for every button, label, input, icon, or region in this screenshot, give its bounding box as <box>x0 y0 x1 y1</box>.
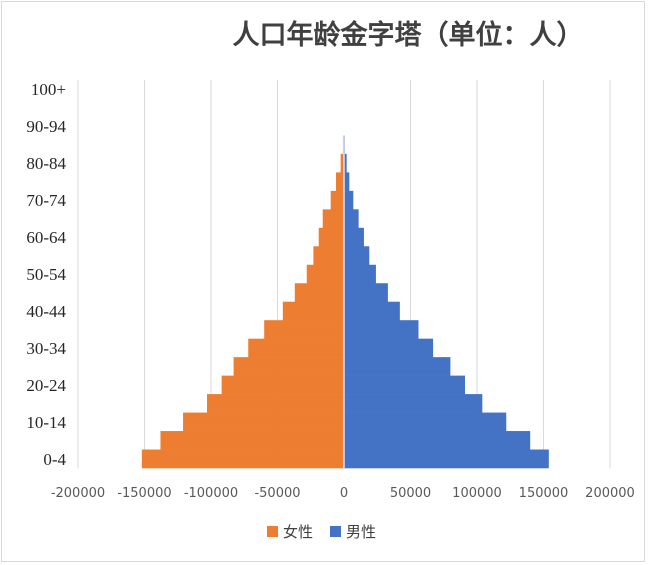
legend-swatch-female <box>267 526 278 537</box>
legend-label-male: 男性 <box>346 523 376 541</box>
bar-female-30-34 <box>248 338 344 358</box>
y-tick-label: 50-54 <box>26 265 66 284</box>
bar-female-75-79 <box>336 172 344 192</box>
bar-male-45-49 <box>344 283 388 303</box>
y-tick-label: 30-34 <box>26 339 66 358</box>
bar-female-45-49 <box>294 283 344 303</box>
y-tick-label: 20-24 <box>26 376 66 395</box>
bar-male-55-59 <box>344 246 370 266</box>
legend: 女性 男性 <box>267 523 376 541</box>
x-tick-label: 0 <box>340 486 348 501</box>
x-tick-label: 200000 <box>585 486 635 501</box>
y-tick-label: 0-4 <box>43 450 66 469</box>
y-axis-ticks: 0-4 10-14 20-24 30-34 40-44 50-54 60-64 70-74 80… <box>26 80 66 469</box>
bar-male-65-69 <box>344 209 359 229</box>
y-tick-label: 90-94 <box>26 117 66 136</box>
y-tick-label: 10-14 <box>26 413 66 432</box>
bar-male-40-44 <box>344 301 400 321</box>
x-tick-label: -100000 <box>184 486 238 501</box>
bar-male-75-79 <box>344 172 350 192</box>
bar-female-50-54 <box>306 264 344 284</box>
legend-swatch-male <box>330 526 341 537</box>
bar-male-25-29 <box>344 357 451 376</box>
bar-female-60-64 <box>318 227 344 247</box>
y-tick-label: 100+ <box>31 80 66 99</box>
y-tick-label: 40-44 <box>26 302 66 321</box>
bar-male-15-19 <box>344 394 483 413</box>
x-axis-ticks: -200000 -150000 -100000 -50000 0 50000 100000 1… <box>51 486 635 501</box>
bar-male-70-74 <box>344 190 354 210</box>
x-tick-label: -50000 <box>254 486 300 501</box>
bar-male-60-64 <box>344 227 364 247</box>
bar-female-65-69 <box>322 209 344 229</box>
y-tick-label: 80-84 <box>26 154 66 173</box>
y-tick-label: 70-74 <box>26 191 66 210</box>
bars <box>141 80 549 469</box>
bar-female-20-24 <box>221 375 344 395</box>
bar-female-0-4 <box>141 449 344 469</box>
bar-male-80-84 <box>344 153 347 173</box>
bar-male-20-24 <box>344 375 466 395</box>
bar-male-50-54 <box>344 264 376 284</box>
bar-female-80-84 <box>340 153 344 173</box>
bar-female-25-29 <box>233 357 344 376</box>
chart-title: 人口年龄金字塔（单位：人） <box>233 19 584 51</box>
bar-female-70-74 <box>330 190 344 210</box>
bar-male-0-4 <box>344 449 549 469</box>
x-tick-label: -150000 <box>117 486 171 501</box>
bar-male-10-14 <box>344 412 507 432</box>
x-tick-label: 100000 <box>452 486 502 501</box>
bar-male-30-34 <box>344 338 434 358</box>
bar-female-35-39 <box>264 320 344 339</box>
bar-female-10-14 <box>183 412 344 432</box>
bar-female-40-44 <box>282 301 344 321</box>
y-tick-label: 60-64 <box>26 228 66 247</box>
bar-female-55-59 <box>313 246 344 266</box>
legend-label-female: 女性 <box>283 523 313 541</box>
bar-male-5-9 <box>344 431 531 450</box>
bar-male-35-39 <box>344 320 419 339</box>
bar-female-15-19 <box>207 394 344 413</box>
x-tick-label: 150000 <box>519 486 569 501</box>
x-tick-label: -200000 <box>51 486 105 501</box>
x-tick-label: 50000 <box>390 486 431 501</box>
bar-female-5-9 <box>160 431 344 450</box>
